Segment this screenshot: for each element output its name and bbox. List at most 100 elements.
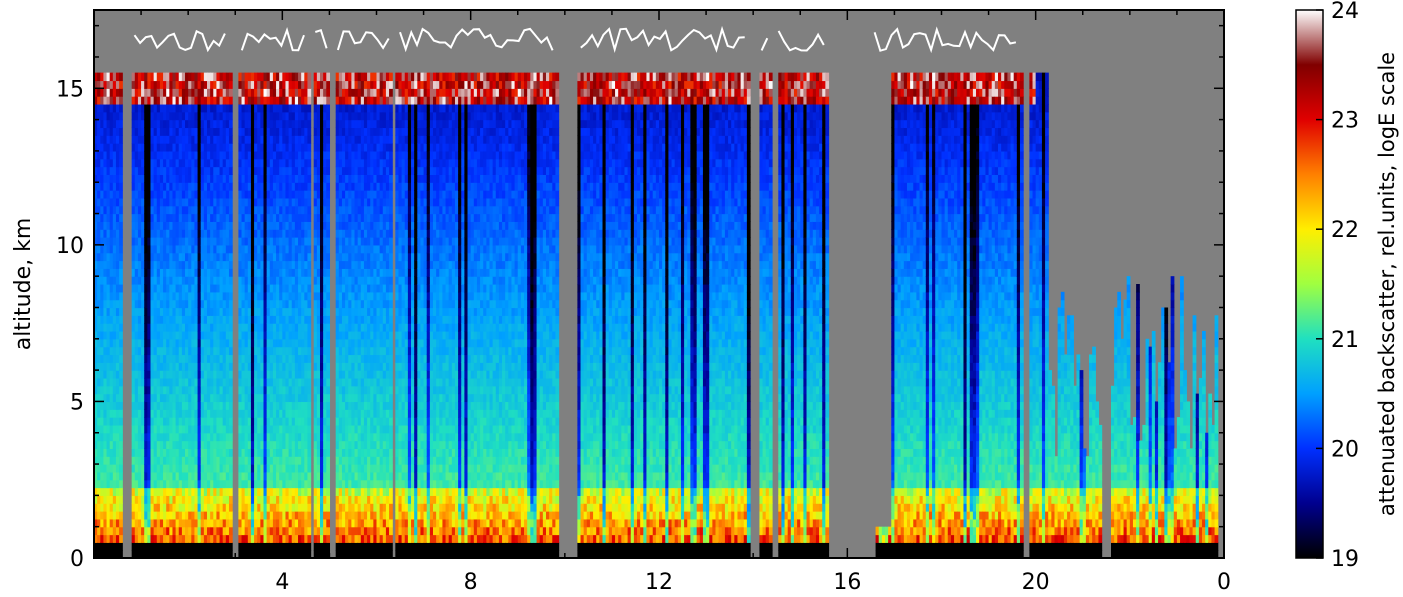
heatmap-cell	[156, 440, 161, 449]
heatmap-cell	[109, 424, 114, 434]
heatmap-cell	[141, 80, 145, 89]
heatmap-cell	[112, 276, 117, 285]
heatmap-cell	[228, 88, 233, 97]
heatmap-cell	[150, 315, 155, 324]
heatmap-cell	[147, 362, 152, 371]
heatmap-cell	[100, 96, 105, 105]
heatmap-cell	[153, 409, 158, 418]
heatmap-cell	[137, 268, 142, 277]
heatmap-cell	[100, 330, 105, 340]
heatmap-cell	[150, 511, 155, 520]
heatmap-cell	[109, 307, 114, 316]
heatmap-cell	[156, 495, 161, 504]
heatmap-cell	[112, 471, 117, 481]
heatmap-cell	[100, 409, 105, 418]
heatmap-cell	[97, 456, 101, 465]
heatmap-cell	[109, 252, 114, 262]
heatmap-cell	[137, 237, 142, 246]
heatmap-cell	[100, 237, 105, 246]
heatmap-cell	[150, 143, 155, 152]
heatmap-cell	[109, 213, 114, 222]
heatmap-cell	[147, 103, 152, 113]
heatmap-cell	[131, 190, 136, 199]
heatmap-cell	[109, 276, 114, 285]
heatmap-cell	[94, 542, 98, 551]
heatmap-cell	[97, 471, 101, 481]
heatmap-cell	[112, 252, 117, 262]
heatmap-cell	[137, 158, 142, 168]
heatmap-cell	[326, 96, 331, 105]
heatmap-cell	[119, 150, 123, 160]
heatmap-cell	[156, 346, 161, 356]
heatmap-cell	[119, 158, 123, 168]
heatmap-cell	[103, 362, 108, 371]
heatmap-cell	[119, 370, 123, 379]
heatmap-cell	[150, 417, 155, 426]
heatmap-cell	[150, 221, 155, 230]
heatmap-cell	[134, 213, 139, 222]
heatmap-cell	[150, 276, 155, 285]
heatmap-cell	[144, 534, 148, 543]
heatmap-cell	[115, 260, 120, 269]
heatmap-cell	[326, 354, 331, 363]
heatmap-cell	[141, 409, 145, 418]
heatmap-cell	[109, 103, 114, 113]
heatmap-cell	[106, 143, 111, 152]
heatmap-cell	[326, 307, 331, 316]
heatmap-cell	[137, 354, 142, 363]
heatmap-cell	[326, 417, 331, 426]
heatmap-cell	[115, 237, 120, 246]
heatmap-cell	[144, 448, 148, 457]
heatmap-cell	[106, 417, 111, 426]
heatmap-cell	[137, 338, 142, 348]
heatmap-cell	[307, 229, 312, 238]
heatmap-cell	[94, 526, 98, 536]
heatmap-cell	[326, 221, 331, 230]
heatmap-cell	[150, 237, 155, 246]
heatmap-cell	[106, 503, 111, 512]
heatmap-cell	[97, 80, 101, 89]
heatmap-cell	[326, 471, 331, 481]
heatmap-cell	[103, 464, 108, 473]
heatmap-cell	[150, 330, 155, 340]
heatmap-cell	[106, 150, 111, 160]
heatmap-cell	[134, 276, 139, 285]
heatmap-cell	[228, 487, 233, 496]
heatmap-cell	[109, 432, 114, 442]
heatmap-cell	[115, 393, 120, 403]
heatmap-cell	[141, 424, 145, 434]
heatmap-cell	[112, 166, 117, 175]
heatmap-cell	[109, 479, 114, 489]
heatmap-cell	[94, 291, 98, 301]
heatmap-cell	[94, 268, 98, 277]
heatmap-cell	[131, 471, 136, 481]
heatmap-cell	[112, 190, 117, 199]
heatmap-cell	[115, 315, 120, 324]
heatmap-cell	[326, 526, 331, 536]
heatmap-cell	[141, 158, 145, 168]
heatmap-cell	[150, 205, 155, 215]
heatmap-cell	[119, 229, 123, 238]
heatmap-cell	[137, 260, 142, 269]
heatmap-cell	[153, 96, 158, 105]
heatmap-cell	[112, 409, 117, 418]
heatmap-cell	[137, 464, 142, 473]
heatmap-cell	[141, 330, 145, 340]
heatmap-cell	[109, 471, 114, 481]
heatmap-cell	[100, 377, 105, 387]
heatmap-cell	[228, 323, 233, 332]
heatmap-cell	[141, 550, 145, 558]
heatmap-cell	[94, 370, 98, 379]
heatmap-cell	[307, 213, 312, 222]
heatmap-cell	[119, 143, 123, 152]
heatmap-cell	[115, 338, 120, 348]
heatmap-cell	[228, 417, 233, 426]
heatmap-cell	[106, 338, 111, 348]
heatmap-cell	[307, 135, 312, 144]
heatmap-cell	[141, 205, 145, 215]
heatmap-cell	[109, 119, 114, 129]
heatmap-cell	[134, 80, 139, 89]
heatmap-cell	[150, 370, 155, 379]
heatmap-cell	[147, 323, 152, 332]
heatmap-cell	[156, 487, 161, 496]
